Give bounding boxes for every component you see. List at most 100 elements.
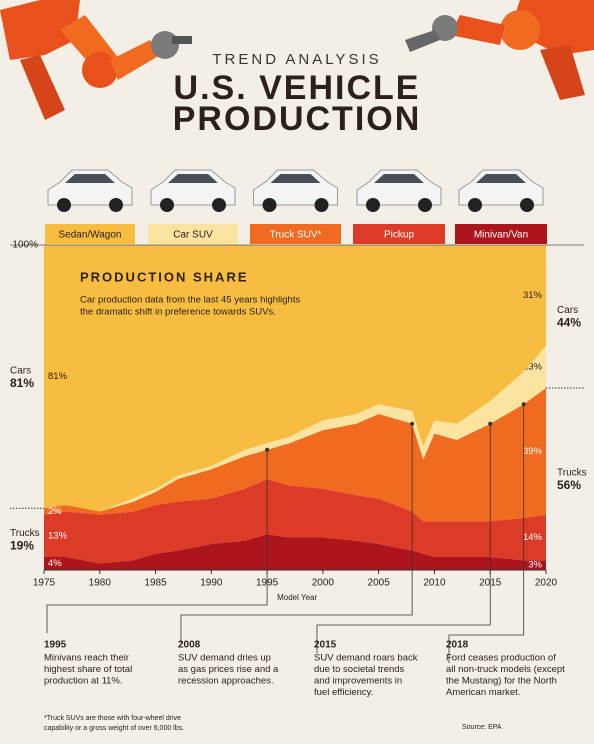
annotation-text: SUV demand roars back — [314, 653, 418, 664]
x-tick-label: 2010 — [423, 578, 446, 589]
car-body — [253, 169, 338, 206]
annotation-text: the Mustang) for the North — [446, 676, 557, 687]
title: PRODUCTION — [173, 100, 422, 138]
annotation-text: Ford ceases production of — [446, 653, 556, 664]
x-tick-label: 2020 — [535, 578, 558, 589]
annotation-text: Minivans reach their — [44, 653, 129, 664]
group-name: Cars — [10, 365, 31, 376]
group-name: Trucks — [10, 528, 40, 539]
leader-line — [316, 423, 491, 653]
annotation-year: 2015 — [314, 640, 337, 651]
value-label: 39% — [523, 446, 543, 457]
car-wheel — [262, 198, 277, 212]
car-wheel — [468, 198, 482, 212]
annotation-text: all non-truck models (except — [446, 664, 565, 675]
car-body — [356, 169, 442, 206]
legend-box — [45, 224, 135, 244]
y-tick-label: 100% — [12, 240, 38, 251]
value-label: 31% — [523, 290, 543, 301]
annotation-text: due to societal trends — [314, 664, 405, 675]
chart-title: PRODUCTION SHARE — [80, 269, 249, 284]
leader-dot — [521, 402, 526, 407]
subtitle: Car production data from the last 45 yea… — [80, 295, 300, 306]
value-label: 3% — [528, 560, 542, 571]
leader-dot — [488, 421, 493, 426]
leader-line — [448, 404, 525, 663]
car-body — [458, 169, 544, 206]
car-wheel — [160, 198, 174, 212]
annotation-year: 2008 — [178, 640, 201, 651]
car-body — [47, 169, 133, 206]
leader-line — [180, 423, 413, 643]
x-tick-label: 1980 — [89, 578, 112, 589]
leader-dot — [265, 447, 270, 452]
legend-label: Sedan/Wagon — [58, 230, 121, 241]
x-tick-label: 2005 — [368, 578, 391, 589]
subtitle: the dramatic shift in preference towards… — [80, 307, 276, 318]
car-wheel — [418, 198, 432, 212]
value-label: 81% — [48, 371, 68, 382]
x-axis-title: Model Year — [277, 593, 317, 602]
car-body — [150, 169, 236, 206]
area — [44, 479, 546, 564]
area — [44, 534, 546, 570]
x-tick-label: 1985 — [144, 578, 167, 589]
car-window — [476, 174, 526, 183]
annotation-text: recession approaches. — [178, 676, 274, 687]
value-label: 4% — [48, 558, 62, 569]
group-value: 81% — [10, 376, 34, 390]
car-wheel — [57, 198, 71, 212]
car-window — [374, 174, 424, 183]
x-tick-label: 1975 — [33, 578, 56, 589]
x-tick-label: 1990 — [200, 578, 223, 589]
car-window — [270, 174, 321, 183]
car-wheel — [366, 198, 380, 212]
group-value: 44% — [557, 316, 581, 330]
value-label: 13% — [48, 530, 68, 541]
legend-box — [455, 224, 547, 244]
legend-box — [250, 224, 341, 244]
robot-right — [405, 0, 594, 100]
legend-label: Truck SUV* — [270, 230, 322, 241]
source: Source: EPA — [462, 724, 502, 731]
car-wheel — [109, 198, 123, 212]
annotation-text: and improvements in — [314, 676, 402, 687]
legend-label: Minivan/Van — [474, 230, 528, 241]
car-wheel — [520, 198, 534, 212]
annotation-year: 2018 — [446, 640, 469, 651]
leader-dot — [410, 421, 415, 426]
area — [44, 345, 546, 512]
area — [44, 388, 546, 522]
value-label: 14% — [523, 532, 543, 543]
group-name: Cars — [557, 305, 578, 316]
legend-label: Pickup — [384, 230, 414, 241]
robot-left — [0, 0, 192, 120]
title: U.S. VEHICLE — [174, 69, 421, 107]
annotation-text: SUV demand dries up — [178, 653, 271, 664]
car-window — [65, 174, 115, 183]
group-value: 56% — [557, 478, 581, 492]
car-images — [47, 169, 544, 212]
value-label: 13% — [523, 361, 543, 372]
annotation-text: production at 11%. — [44, 676, 123, 687]
value-label: 2% — [48, 506, 62, 517]
annotation-year: 1995 — [44, 640, 67, 651]
annotation-text: highest share of total — [44, 664, 132, 675]
kicker: TREND ANALYSIS — [212, 51, 381, 68]
car-wheel — [212, 198, 226, 212]
footnote: capability or a gross weight of over 6,0… — [44, 725, 184, 732]
annotation-text: as gas prices rise and a — [178, 664, 279, 675]
area — [44, 245, 546, 512]
legend-box — [148, 224, 238, 244]
leader-line — [46, 449, 268, 633]
legend-box — [353, 224, 445, 244]
annotation-text: American market. — [446, 687, 520, 698]
footnote: *Truck SUVs are those with four-wheel dr… — [44, 715, 181, 722]
group-value: 19% — [10, 538, 34, 552]
legend-label: Car SUV — [173, 230, 213, 241]
car-wheel — [314, 198, 329, 212]
group-name: Trucks — [557, 468, 587, 479]
car-window — [168, 174, 218, 183]
annotation-text: fuel efficiency. — [314, 687, 373, 698]
